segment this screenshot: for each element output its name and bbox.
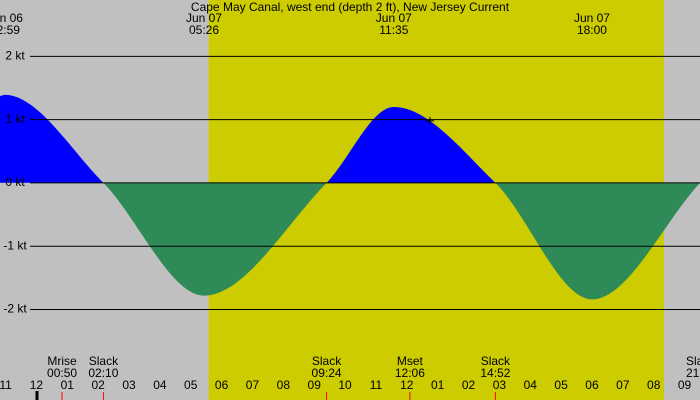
extreme-date: Jun 06 [0, 11, 23, 25]
y-tick-label: -2 kt [3, 302, 27, 316]
event-time: 00:50 [47, 366, 77, 380]
y-tick-label: -1 kt [3, 238, 27, 252]
x-tick-label: 12 [30, 378, 44, 392]
x-tick-label: 05 [554, 378, 568, 392]
chart-title: Cape May Canal, west end (depth 2 ft), N… [191, 0, 510, 14]
x-tick-label: 06 [585, 378, 599, 392]
x-tick-label: 12 [400, 378, 414, 392]
x-tick-label: 09 [678, 378, 692, 392]
x-tick-label: 02 [91, 378, 105, 392]
y-tick-label: 1 kt [5, 112, 25, 126]
x-tick-label: 01 [431, 378, 445, 392]
x-tick-label: 11 [0, 378, 12, 392]
event-time: 02:10 [88, 366, 118, 380]
x-tick-label: 03 [493, 378, 507, 392]
event-label: Mrise [47, 354, 77, 368]
x-tick-label: 10 [338, 378, 352, 392]
y-tick-label: 2 kt [5, 49, 25, 63]
x-tick-label: 03 [122, 378, 136, 392]
extreme-time: 05:26 [189, 23, 219, 37]
x-tick-label: 07 [246, 378, 260, 392]
x-tick-label: 11 [370, 378, 383, 392]
x-tick-label: 01 [61, 378, 75, 392]
event-label: Slack [686, 354, 700, 368]
y-tick-label: 0 kt [5, 175, 25, 189]
extreme-time: 22:59 [0, 23, 20, 37]
event-label: Slack [312, 354, 342, 368]
extreme-date: Jun 07 [376, 11, 412, 25]
x-tick-label: 08 [647, 378, 661, 392]
x-tick-label: 07 [616, 378, 630, 392]
event-label: Mset [397, 354, 424, 368]
x-tick-label: 09 [308, 378, 322, 392]
extreme-date: Jun 07 [574, 11, 610, 25]
foreground-layer: 2 kt 1 kt 0 kt -1 kt -2 kt 11 12 01 02 03 04 05 06 07… [0, 11, 700, 400]
x-tick-label: 08 [277, 378, 291, 392]
event-label: Slack [481, 354, 511, 368]
x-tick-label: 02 [462, 378, 476, 392]
x-tick-label: 04 [153, 378, 167, 392]
x-tick-label: 06 [215, 378, 229, 392]
area-layer [0, 94, 700, 300]
extreme-time: 11:35 [379, 23, 408, 37]
event-time: 12:06 [395, 366, 425, 380]
event-time: 09:24 [312, 366, 342, 380]
ebb-area [103, 182, 700, 300]
event-time: 21 [686, 366, 700, 380]
extreme-time: 18:00 [577, 23, 607, 37]
extreme-date: Jun 07 [186, 11, 222, 25]
x-tick-label: 04 [524, 378, 538, 392]
now-marker [425, 116, 434, 125]
x-tick-label: 05 [184, 378, 198, 392]
event-time: 14:52 [480, 366, 510, 380]
event-label: Slack [89, 354, 119, 368]
flood-area [0, 94, 700, 183]
